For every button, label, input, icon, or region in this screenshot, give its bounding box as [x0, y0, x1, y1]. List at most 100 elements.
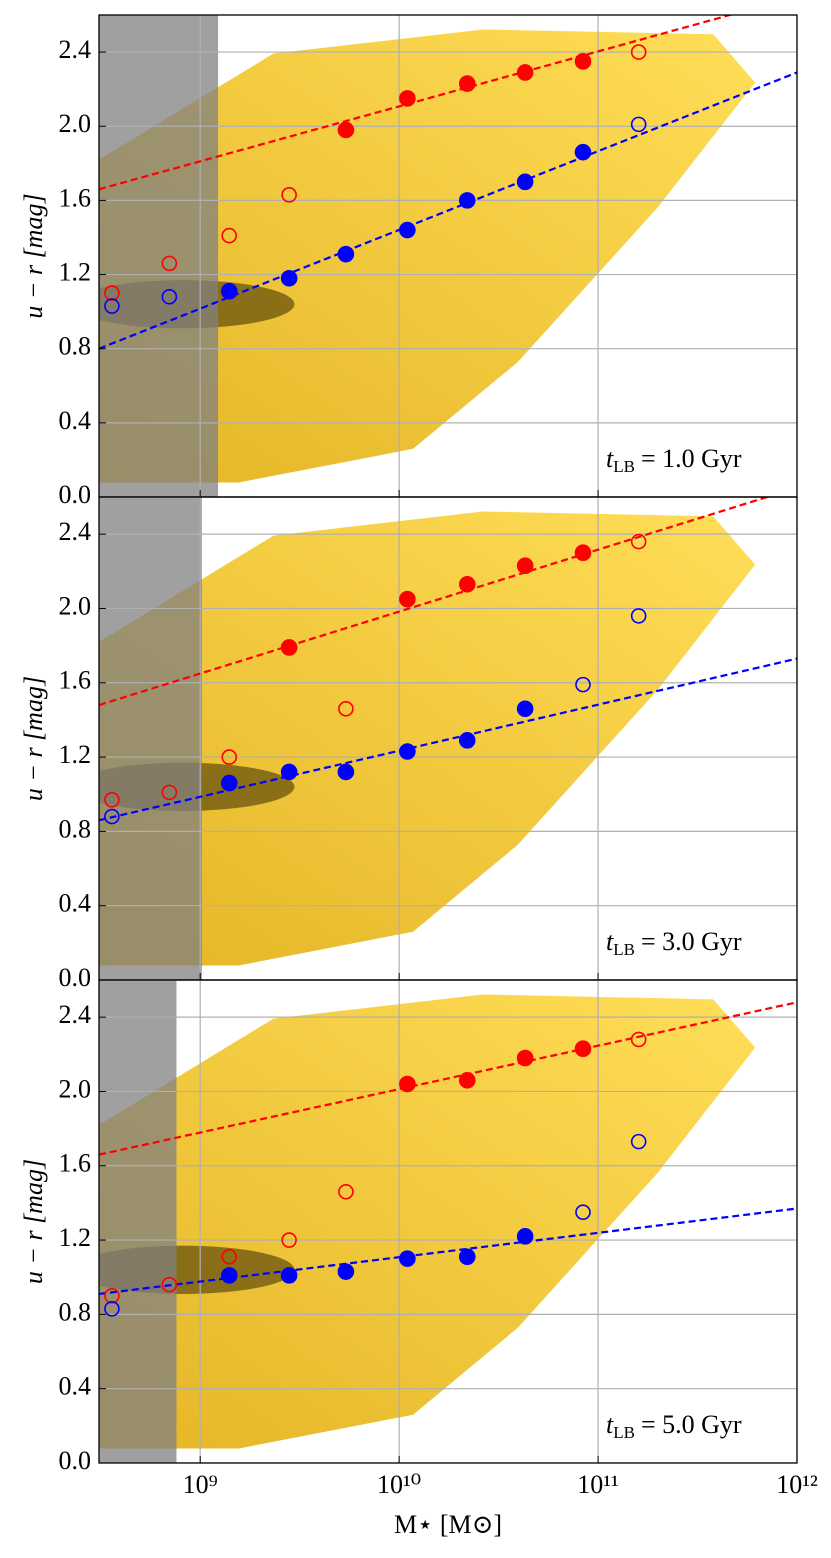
filled-marker: [516, 173, 534, 191]
filled-marker: [399, 590, 416, 608]
density-cloud: [99, 29, 756, 483]
filled-marker: [516, 557, 534, 575]
filled-marker: [458, 732, 476, 749]
y-tick-label: 2.0: [59, 109, 92, 138]
annotation-symbol: t: [606, 927, 614, 956]
open-marker: [630, 533, 647, 550]
y-tick-label: 0.4: [59, 406, 92, 435]
open-marker: [630, 116, 647, 133]
y-tick-label: 0.4: [59, 889, 92, 918]
open-marker: [221, 227, 238, 244]
open-marker: [630, 1031, 647, 1048]
filled-marker: [516, 64, 534, 81]
filled-marker: [399, 1250, 416, 1267]
filled-marker: [399, 221, 416, 239]
annotation: tLB = 1.0 Gyr: [606, 444, 742, 476]
filled-marker: [220, 1267, 238, 1284]
y-tick-label: 2.0: [59, 1074, 92, 1103]
open-marker: [575, 676, 591, 693]
y-tick-label: 0.8: [59, 814, 92, 843]
fit-line: [99, 1001, 797, 1156]
plot-area: [99, 980, 797, 1463]
y-tick-label: 1.2: [59, 1223, 92, 1252]
open-marker: [630, 44, 647, 60]
filled-marker: [399, 1075, 416, 1093]
open-marker: [630, 608, 647, 624]
filled-marker: [574, 143, 592, 161]
filled-marker: [337, 245, 355, 263]
filled-marker: [399, 743, 416, 760]
density-cloud: [99, 511, 756, 966]
y-tick-label: 2.4: [59, 1000, 92, 1029]
filled-marker: [280, 639, 298, 656]
y-tick-label: 2.4: [59, 35, 92, 64]
y-tick-label: 0.0: [59, 1446, 92, 1475]
filled-marker: [337, 1263, 355, 1280]
filled-marker: [574, 53, 592, 70]
y-tick-label: 0.8: [59, 1297, 92, 1326]
fit-line: [99, 1207, 797, 1296]
filled-marker: [337, 121, 355, 139]
shaded-region: [99, 15, 219, 497]
filled-marker: [458, 576, 476, 593]
y-tick-label: 0.0: [59, 480, 92, 509]
annotation-subscript: LB: [613, 940, 635, 959]
x-tick-label: 10¹²: [776, 1470, 818, 1499]
open-marker: [281, 1232, 297, 1248]
open-marker: [221, 1248, 238, 1265]
y-tick-label: 1.6: [59, 666, 92, 695]
x-tick-label: 10¹¹: [577, 1470, 619, 1499]
open-marker: [338, 1183, 354, 1200]
annotation-text: = 5.0 Gyr: [641, 1410, 742, 1439]
open-marker: [104, 1301, 120, 1317]
open-marker: [281, 187, 297, 203]
plot-area: [99, 15, 797, 497]
x-axis-label: M⋆ [M⊙]: [394, 1510, 502, 1539]
annotation-text: = 3.0 Gyr: [641, 927, 742, 956]
y-tick-label: 0.4: [59, 1372, 92, 1401]
open-marker: [161, 1276, 178, 1293]
y-tick-label: 1.2: [59, 258, 92, 287]
y-axis-label: u − r [mag]: [19, 676, 48, 801]
filled-marker: [458, 192, 476, 209]
open-marker: [104, 298, 120, 314]
y-tick-label: 1.6: [59, 183, 92, 212]
open-marker: [104, 792, 120, 808]
open-marker: [104, 808, 120, 825]
filled-marker: [280, 1267, 298, 1284]
open-marker: [104, 1288, 120, 1304]
open-marker: [221, 749, 238, 765]
fit-line: [99, 71, 797, 350]
fit-line: [99, 497, 771, 707]
filled-marker: [399, 90, 416, 107]
open-marker: [161, 784, 178, 801]
filled-marker: [337, 763, 355, 781]
x-tick-label: 10¹⁰: [377, 1470, 421, 1499]
open-marker: [575, 1204, 591, 1221]
annotation: tLB = 3.0 Gyr: [606, 927, 742, 959]
filled-marker: [458, 1248, 476, 1266]
filled-marker: [458, 75, 476, 92]
annotation-subscript: LB: [613, 457, 635, 476]
annotation-text: = 1.0 Gyr: [641, 444, 742, 473]
y-axis-label: u − r [mag]: [19, 193, 48, 318]
annotation-symbol: t: [606, 1410, 614, 1439]
annotation: tLB = 5.0 Gyr: [606, 1410, 742, 1442]
density-cloud: [99, 994, 756, 1449]
y-tick-label: 1.2: [59, 740, 92, 769]
open-marker: [338, 700, 354, 717]
filled-marker: [220, 282, 238, 300]
y-tick-label: 1.6: [59, 1149, 92, 1178]
open-marker: [630, 1133, 647, 1150]
filled-marker: [574, 1040, 592, 1058]
annotation-symbol: t: [606, 444, 614, 473]
shaded-region: [99, 980, 177, 1463]
open-marker: [161, 255, 178, 272]
filled-marker: [280, 269, 298, 287]
y-tick-label: 2.4: [59, 517, 92, 546]
y-tick-label: 0.8: [59, 332, 92, 361]
annotation-subscript: LB: [613, 1423, 635, 1442]
filled-marker: [458, 1072, 476, 1089]
filled-marker: [516, 1049, 534, 1067]
